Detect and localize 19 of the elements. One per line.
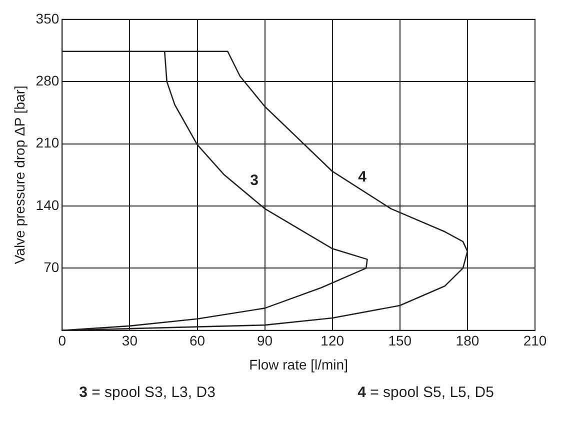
x-tick-label: 30: [122, 332, 138, 349]
y-tick-label: 70: [44, 259, 60, 276]
y-tick-label: 350: [36, 10, 60, 26]
x-tick-label: 90: [257, 332, 273, 349]
x-tick-label: 180: [456, 332, 480, 349]
y-tick-label: 280: [36, 72, 60, 88]
x-tick-label: 210: [523, 332, 547, 349]
x-tick-label: 60: [189, 332, 206, 349]
y-tick-label: 140: [36, 196, 60, 213]
series-label: 3: [250, 172, 258, 190]
x-tick-label: 0: [58, 332, 66, 349]
series-label: 4: [358, 168, 368, 186]
text: 3 = spool S3, L3, D3: [79, 384, 216, 401]
x-axis-title: Flow rate [l/min]: [249, 356, 348, 372]
text: 4 = spool S5, L5, D5: [358, 384, 494, 401]
x-tick-label: 120: [320, 332, 344, 349]
y-tick-label: 210: [36, 134, 60, 151]
y-axis-title: Valve pressure drop ΔP [bar]: [11, 86, 28, 264]
x-tick-label: 150: [388, 332, 412, 349]
